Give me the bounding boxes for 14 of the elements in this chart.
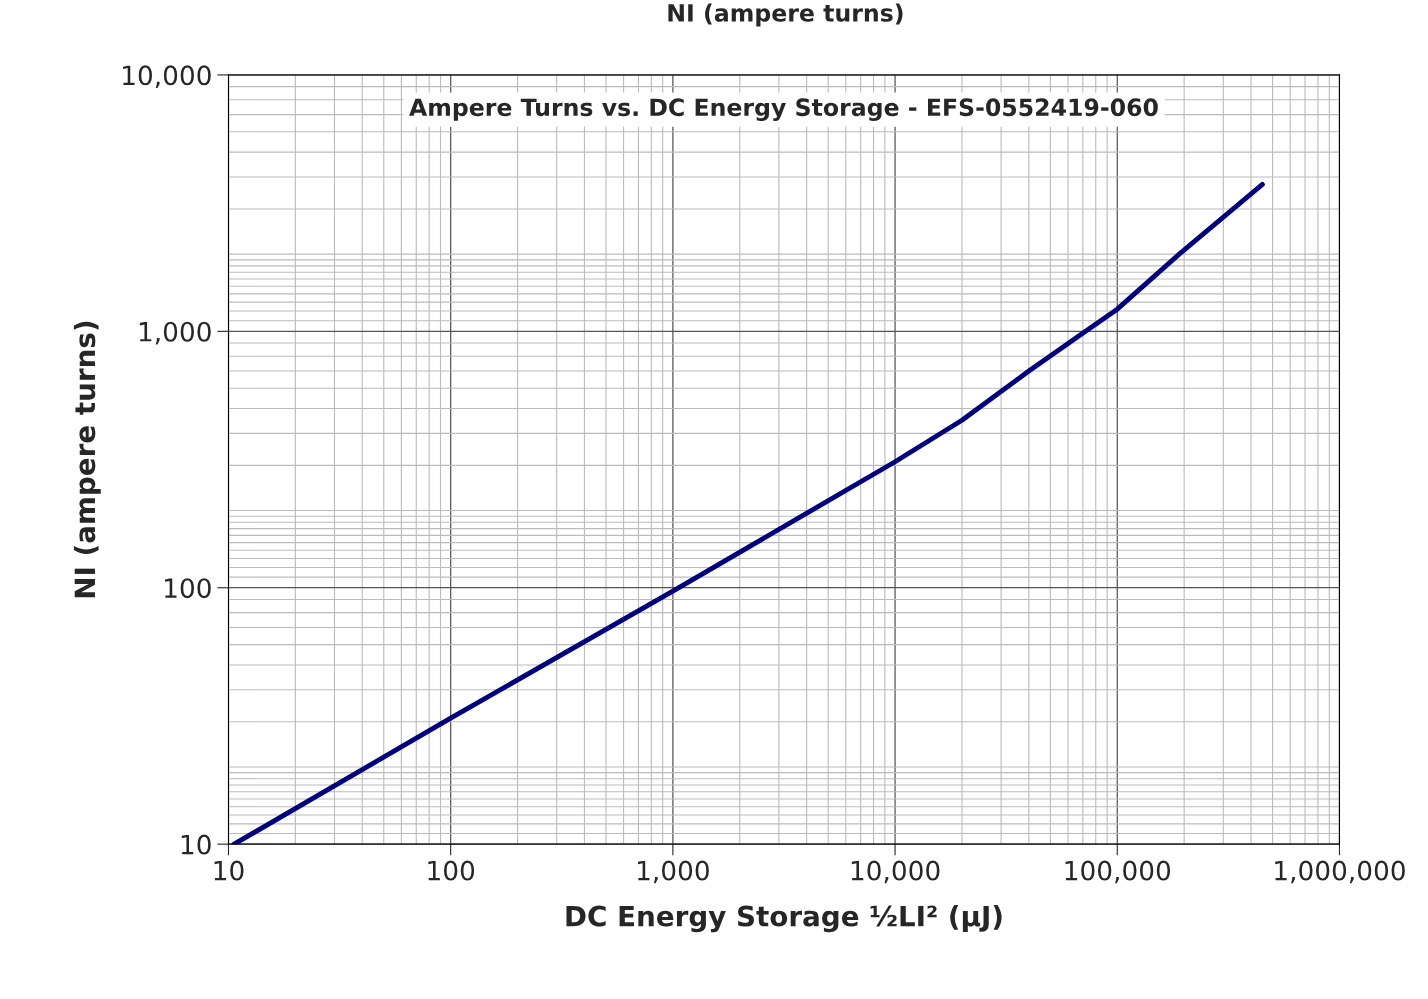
x-tick-label: 1,000 bbox=[638, 860, 709, 884]
y-tick-label: 100 bbox=[165, 578, 211, 599]
x-tick-label: 100 bbox=[428, 860, 475, 881]
y-tick-label: 1,000 bbox=[139, 321, 211, 345]
y-tick-label: 10,000 bbox=[123, 65, 211, 89]
x-tick-label: 10,000 bbox=[851, 860, 940, 884]
x-axis-title: DC Energy Storage ½LI² (µJ) bbox=[566, 905, 1002, 933]
x-tick-label: 1,000,000 bbox=[1275, 860, 1405, 884]
x-tick-label: 100,000 bbox=[1065, 860, 1171, 884]
x-tick-label: 10 bbox=[214, 860, 244, 881]
text: NI (ampere turns) bbox=[668, 3, 903, 27]
y-axis-title: NI (ampere turns) bbox=[73, 321, 101, 598]
text: Ampere Turns vs. DC Energy Storage - EFS-0552419-060 bbox=[409, 98, 1158, 121]
y-tick-label: 10 bbox=[181, 834, 211, 855]
